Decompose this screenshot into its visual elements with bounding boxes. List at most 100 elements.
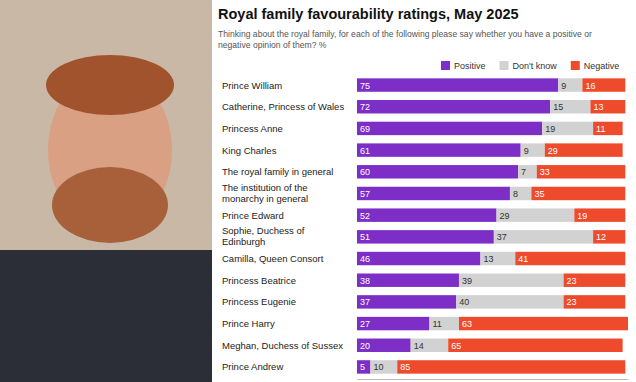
bar — [494, 230, 593, 243]
bar — [480, 252, 515, 265]
y-tick: Princess Anne — [222, 123, 283, 134]
bar — [518, 165, 537, 178]
data-label: 38 — [360, 276, 370, 286]
bar — [357, 122, 542, 135]
photo-hair — [46, 55, 174, 115]
y-tick: Prince Andrew — [222, 361, 283, 372]
y-tick: Catherine, Princess of Wales — [222, 101, 344, 112]
data-label: 9 — [561, 81, 566, 91]
data-label: 19 — [545, 124, 555, 134]
legend-label: Don't know — [513, 61, 558, 71]
data-label: 51 — [360, 232, 370, 242]
data-label: 40 — [459, 297, 469, 307]
bar — [558, 78, 582, 91]
bar — [448, 339, 622, 352]
data-label: 29 — [548, 146, 558, 156]
data-label: 60 — [360, 167, 370, 177]
bar — [531, 187, 625, 200]
data-label: 12 — [596, 232, 606, 242]
bar — [459, 273, 564, 286]
bar — [357, 317, 429, 330]
bar — [357, 208, 497, 221]
bar — [357, 273, 459, 286]
data-label: 23 — [567, 297, 577, 307]
subtitle: Thinking about the royal family, for eac… — [218, 29, 592, 50]
legend-label: Positive — [454, 61, 486, 71]
data-label: 13 — [483, 254, 493, 264]
bar — [357, 78, 558, 91]
y-tick: Prince Edward — [222, 210, 284, 221]
x-axis-line — [358, 379, 629, 380]
data-label: 35 — [534, 189, 544, 199]
data-label: 27 — [360, 319, 370, 329]
data-label: 46 — [360, 254, 370, 264]
y-tick: Prince Harry — [222, 318, 275, 329]
data-label: 8 — [513, 189, 518, 199]
y-tick: The royal family in general — [222, 166, 333, 177]
y-tick-label: Princess Beatrice — [222, 275, 296, 286]
y-tick-label: Prince Harry — [222, 318, 275, 329]
data-label: 23 — [567, 276, 577, 286]
y-tick-label: The royal family in general — [222, 166, 333, 177]
bar — [542, 122, 593, 135]
y-tick-label: Meghan, Duchess of Sussex — [222, 340, 343, 351]
bar — [456, 295, 563, 308]
data-label: 5 — [360, 362, 365, 372]
bar — [564, 295, 626, 308]
bar — [459, 317, 628, 330]
chart: Royal family favourability ratings, May … — [0, 0, 636, 382]
y-axis: Prince William Catherine, Princess of Wal… — [222, 80, 344, 373]
data-label: 39 — [462, 276, 472, 286]
bar — [357, 165, 518, 178]
y-tick-label: Prince Edward — [222, 210, 284, 221]
title: Royal family favourability ratings, May … — [218, 6, 519, 22]
bar — [397, 360, 625, 373]
data-label: 33 — [540, 167, 550, 177]
bar — [537, 165, 626, 178]
photo-background — [0, 0, 212, 382]
y-tick: Princess Beatrice — [222, 275, 296, 286]
legend-item: Negative — [571, 61, 620, 71]
legend-item: Don't know — [500, 61, 558, 71]
bar — [357, 252, 480, 265]
y-tick-label: Prince Andrew — [222, 361, 283, 372]
data-label: 13 — [593, 102, 603, 112]
legend-item: Positive — [441, 61, 486, 71]
data-label: 75 — [360, 81, 370, 91]
data-label: 14 — [414, 341, 424, 351]
data-label: 7 — [521, 167, 526, 177]
y-tick-label: Prince William — [222, 80, 282, 91]
bar — [357, 100, 550, 113]
bar — [574, 208, 625, 221]
data-label: 15 — [553, 102, 563, 112]
bar — [550, 100, 590, 113]
data-label: 41 — [518, 254, 528, 264]
data-label: 16 — [585, 81, 595, 91]
data-label: 52 — [360, 211, 370, 221]
x-axis — [358, 379, 629, 380]
y-tick-label: The institution of themonarchy in genera… — [222, 182, 308, 204]
bar — [429, 317, 459, 330]
bar — [357, 295, 456, 308]
photo — [0, 0, 212, 382]
data-label: 69 — [360, 124, 370, 134]
y-tick: Princess Eugenie — [222, 296, 296, 307]
bar — [564, 273, 626, 286]
data-label: 57 — [360, 189, 370, 199]
data-label: 37 — [497, 232, 507, 242]
y-tick-label: Camilla, Queen Consort — [222, 253, 324, 264]
bar — [357, 143, 521, 156]
bars — [357, 78, 628, 373]
bar — [545, 143, 623, 156]
bar — [357, 339, 411, 352]
y-tick: Meghan, Duchess of Sussex — [222, 340, 343, 351]
y-tick: King Charles — [222, 145, 277, 156]
bar — [521, 143, 545, 156]
y-tick-label: Princess Eugenie — [222, 296, 296, 307]
y-tick-label: Catherine, Princess of Wales — [222, 101, 344, 112]
legend-swatch — [571, 61, 580, 70]
y-tick: The institution of themonarchy in genera… — [222, 182, 308, 204]
bar — [357, 230, 494, 243]
data-label: 11 — [596, 124, 605, 134]
data-label: 65 — [451, 341, 461, 351]
